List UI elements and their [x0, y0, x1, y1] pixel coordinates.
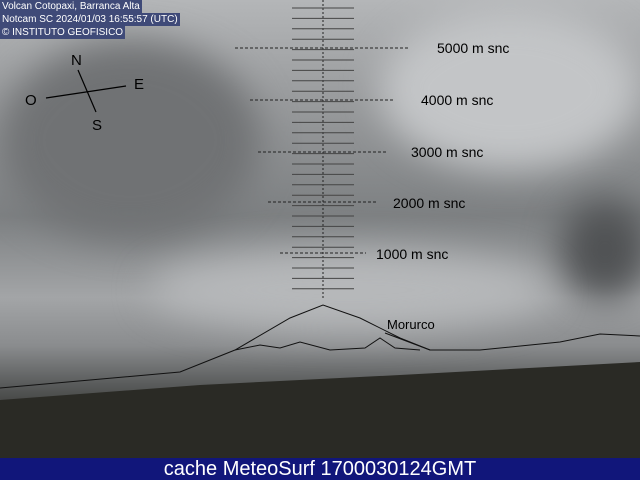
volcano-ridge	[234, 337, 421, 351]
cloud	[560, 200, 640, 300]
peak-label: Morurco	[387, 317, 435, 332]
compass-south: S	[92, 117, 103, 134]
altitude-label-3000: 3000 m snc	[411, 144, 484, 160]
cache-banner: cache MeteoSurf 1700030124GMT	[0, 458, 640, 480]
altitude-label-2000: 2000 m snc	[393, 195, 466, 211]
ground	[0, 362, 640, 458]
compass-west: O	[25, 92, 37, 109]
altitude-label-5000: 5000 m snc	[437, 40, 510, 56]
cloud	[380, 10, 640, 170]
altitude-label-1000: 1000 m snc	[376, 246, 449, 262]
compass-east: E	[134, 76, 145, 93]
copyright: © INSTITUTO GEOFISICO	[0, 26, 126, 39]
altitude-ruler	[235, 0, 410, 300]
altitude-label-4000: 4000 m snc	[421, 92, 494, 108]
compass-north: N	[71, 52, 82, 69]
camera-title: Volcan Cotopaxi, Barranca Alta	[0, 0, 142, 13]
volcano-outline	[0, 304, 640, 389]
compass-arrows	[45, 69, 127, 113]
cloud	[0, 40, 260, 240]
morurco-leader	[384, 332, 431, 351]
timestamp: Notcam SC 2024/01/03 16:55:57 (UTC)	[0, 13, 180, 26]
cloud	[150, 250, 550, 330]
